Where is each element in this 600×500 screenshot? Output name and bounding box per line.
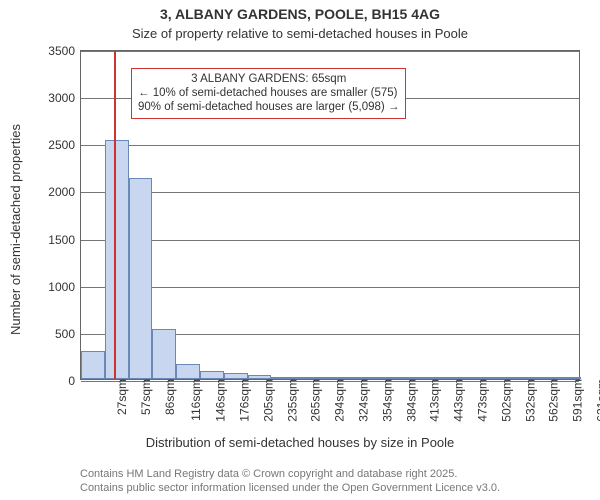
histogram-bar — [152, 329, 176, 379]
footer-line-2: Contains public sector information licen… — [80, 481, 500, 495]
x-tick-label: 294sqm — [329, 379, 347, 422]
histogram-bar — [510, 377, 534, 379]
annotation-line: 3 ALBANY GARDENS: 65sqm — [138, 72, 399, 86]
histogram-bar — [176, 364, 200, 379]
x-tick-label: 57sqm — [135, 379, 153, 415]
x-tick-label: 205sqm — [257, 379, 275, 422]
page-subtitle: Size of property relative to semi-detach… — [0, 26, 600, 41]
gridline-h — [81, 192, 579, 193]
x-tick-label: 532sqm — [519, 379, 537, 422]
y-tick-label: 1500 — [48, 233, 81, 247]
histogram-bar — [557, 377, 581, 379]
annotation-box: 3 ALBANY GARDENS: 65sqm← 10% of semi-det… — [131, 68, 406, 119]
x-tick-label: 27sqm — [111, 379, 129, 415]
histogram-bar — [295, 377, 319, 379]
histogram-bar — [343, 377, 367, 379]
chart-plot-area: 050010001500200025003000350027sqm57sqm86… — [80, 50, 580, 380]
histogram-bar — [533, 377, 557, 379]
y-tick-label: 2000 — [48, 185, 81, 199]
gridline-h — [81, 287, 579, 288]
x-tick-label: 324sqm — [352, 379, 370, 422]
histogram-bar — [224, 373, 248, 379]
x-tick-label: 384sqm — [400, 379, 418, 422]
gridline-h — [81, 51, 579, 52]
x-tick-label: 235sqm — [281, 379, 299, 422]
histogram-bar — [414, 377, 438, 379]
x-tick-label: 591sqm — [567, 379, 585, 422]
histogram-bar — [248, 375, 272, 379]
x-tick-label: 146sqm — [209, 379, 227, 422]
x-tick-label: 116sqm — [185, 379, 203, 421]
y-tick-label: 2500 — [48, 138, 81, 152]
y-tick-label: 3000 — [48, 91, 81, 105]
gridline-h — [81, 145, 579, 146]
histogram-bar — [486, 377, 510, 379]
histogram-bar — [81, 351, 105, 379]
histogram-bar — [271, 377, 295, 379]
x-tick-label: 176sqm — [233, 379, 251, 422]
x-axis-label: Distribution of semi-detached houses by … — [0, 435, 600, 450]
histogram-bar — [319, 377, 343, 379]
y-tick-label: 0 — [68, 374, 81, 388]
y-axis-label: Number of semi-detached properties — [8, 124, 23, 335]
x-tick-label: 265sqm — [305, 379, 323, 422]
x-tick-label: 413sqm — [424, 379, 442, 422]
x-tick-label: 443sqm — [448, 379, 466, 422]
gridline-h — [81, 240, 579, 241]
y-tick-label: 3500 — [48, 44, 81, 58]
x-tick-label: 86sqm — [159, 379, 177, 415]
histogram-bar — [200, 371, 224, 379]
histogram-bar — [391, 377, 415, 379]
x-tick-label: 621sqm — [590, 379, 600, 422]
property-marker-line — [114, 51, 116, 379]
x-tick-label: 562sqm — [543, 379, 561, 422]
annotation-line: ← 10% of semi-detached houses are smalle… — [138, 86, 399, 100]
histogram-bar — [367, 377, 391, 379]
histogram-bar — [129, 178, 153, 379]
annotation-line: 90% of semi-detached houses are larger (… — [138, 100, 399, 114]
y-tick-label: 500 — [55, 327, 81, 341]
histogram-bar — [105, 140, 129, 379]
footer-line-1: Contains HM Land Registry data © Crown c… — [80, 467, 500, 481]
x-tick-label: 473sqm — [471, 379, 489, 422]
page-title: 3, ALBANY GARDENS, POOLE, BH15 4AG — [0, 6, 600, 22]
histogram-bar — [462, 377, 486, 379]
footer-attribution: Contains HM Land Registry data © Crown c… — [80, 467, 500, 496]
histogram-bar — [438, 377, 462, 379]
y-tick-label: 1000 — [48, 280, 81, 294]
x-tick-label: 354sqm — [376, 379, 394, 422]
x-tick-label: 502sqm — [495, 379, 513, 422]
